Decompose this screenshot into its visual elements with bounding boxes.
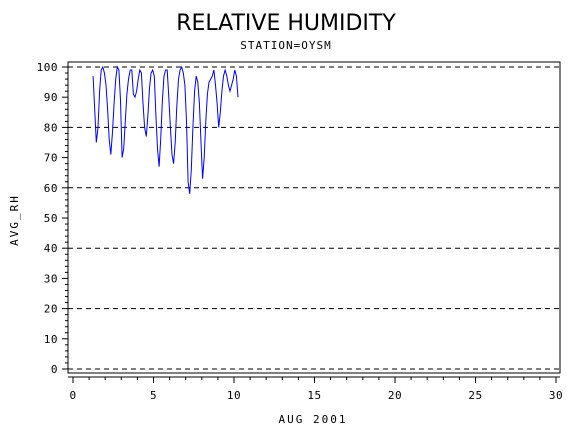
y-tick-label: 100 xyxy=(37,61,58,74)
chart-subtitle: STATION=OYSM xyxy=(240,39,331,52)
y-axis-label: AVG_RH xyxy=(8,194,21,246)
y-tick-label: 30 xyxy=(44,272,58,285)
x-axis-label: AUG 2001 xyxy=(279,413,348,426)
y-axis: 0 10 20 30 40 50 60 70 80 90 100 xyxy=(37,61,69,376)
chart-title: RELATIVE HUMIDITY xyxy=(176,11,396,36)
x-tick-label: 30 xyxy=(549,389,563,402)
x-tick-label: 25 xyxy=(468,389,482,402)
x-tick-label: 20 xyxy=(388,389,402,402)
y-tick-label: 50 xyxy=(44,212,58,225)
x-tick-label: 0 xyxy=(69,389,76,402)
x-tick-label: 5 xyxy=(150,389,157,402)
y-tick-label: 10 xyxy=(44,333,58,346)
avg-rh-series-line xyxy=(92,65,239,194)
y-tick-label: 40 xyxy=(44,242,58,255)
x-axis: 0 5 10 15 20 25 30 xyxy=(68,376,563,402)
x-tick-label: 10 xyxy=(227,389,241,402)
plot-frame xyxy=(67,61,561,374)
y-tick-label: 60 xyxy=(44,182,58,195)
y-tick-label: 70 xyxy=(44,152,58,165)
x-tick-label: 15 xyxy=(307,389,321,402)
y-gridlines xyxy=(68,66,560,370)
y-tick-label: 90 xyxy=(44,91,58,104)
y-tick-label: 20 xyxy=(44,303,58,316)
y-tick-label: 0 xyxy=(51,363,58,376)
y-tick-label: 80 xyxy=(44,121,58,134)
